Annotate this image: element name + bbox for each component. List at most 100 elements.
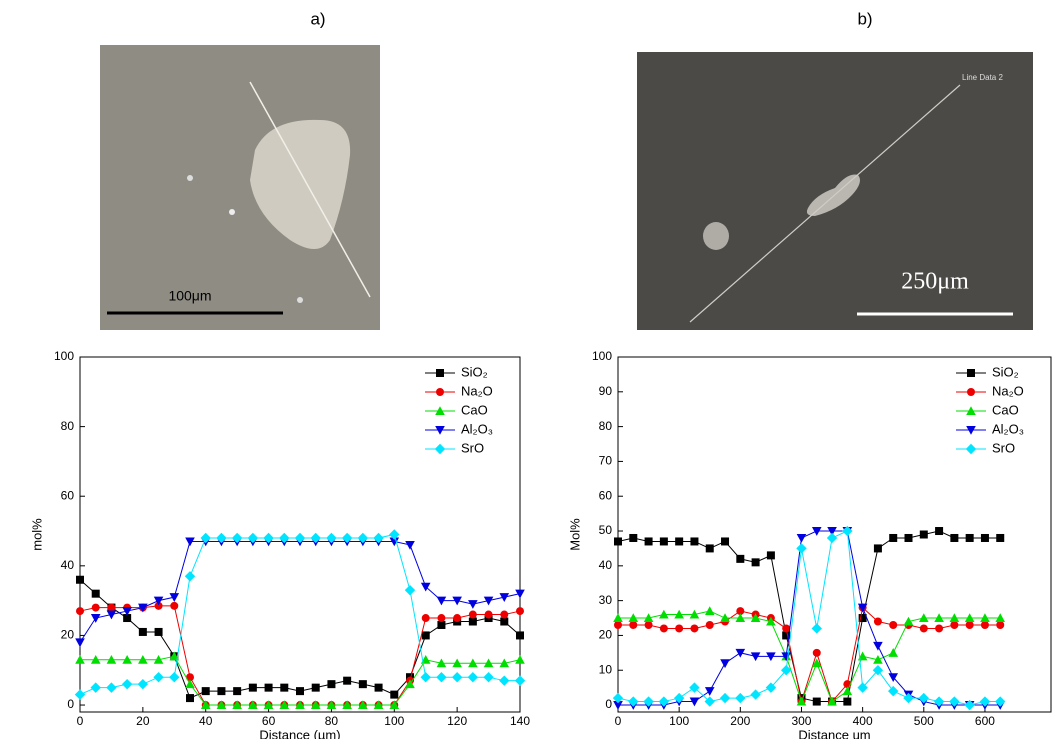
marker — [170, 602, 178, 610]
series-line — [618, 611, 1000, 701]
legend-marker — [435, 444, 445, 454]
x-tick-label: 300 — [791, 714, 811, 728]
legend-label: SiO₂ — [992, 364, 1019, 379]
marker — [996, 621, 1004, 629]
inclusion — [703, 222, 729, 250]
marker — [343, 677, 351, 685]
y-tick-label: 60 — [61, 488, 75, 502]
marker — [903, 693, 913, 703]
marker — [92, 604, 100, 612]
marker — [705, 606, 715, 615]
line-label: Line Data 2 — [962, 73, 1003, 82]
marker — [796, 543, 806, 553]
y-tick-label: 100 — [592, 349, 612, 363]
x-tick-label: 140 — [510, 714, 530, 728]
speck — [229, 209, 235, 215]
marker — [485, 611, 493, 619]
legend-marker — [967, 388, 975, 396]
marker — [905, 534, 913, 542]
marker — [767, 551, 775, 559]
y-axis-label: Mol% — [567, 518, 582, 551]
marker — [469, 618, 477, 626]
micrograph: Line Data 2 250μm — [637, 52, 1033, 330]
marker — [483, 672, 493, 682]
legend-label: SrO — [461, 440, 484, 455]
marker — [217, 687, 225, 695]
marker — [966, 621, 974, 629]
marker — [919, 693, 929, 703]
marker — [935, 527, 943, 535]
marker — [966, 534, 974, 542]
marker — [889, 534, 897, 542]
marker — [797, 534, 807, 543]
marker — [920, 531, 928, 539]
marker — [75, 638, 85, 647]
marker — [515, 675, 525, 685]
marker — [421, 672, 431, 682]
marker — [675, 537, 683, 545]
y-tick-label: 30 — [599, 593, 613, 607]
marker — [233, 687, 241, 695]
marker — [889, 621, 897, 629]
legend-label: SrO — [992, 440, 1015, 455]
x-tick-label: 500 — [914, 714, 934, 728]
marker — [706, 544, 714, 552]
marker — [629, 534, 637, 542]
legend-label: CaO — [461, 402, 488, 417]
marker — [91, 682, 101, 692]
speck — [187, 175, 193, 181]
marker — [920, 624, 928, 632]
marker — [405, 585, 415, 595]
legend-label: CaO — [992, 402, 1019, 417]
marker — [827, 533, 837, 543]
x-tick-label: 80 — [325, 714, 339, 728]
marker — [468, 672, 478, 682]
marker — [280, 684, 288, 692]
marker — [75, 689, 85, 699]
y-tick-label: 20 — [61, 628, 75, 642]
marker — [935, 624, 943, 632]
y-tick-label: 90 — [599, 384, 613, 398]
marker — [888, 686, 898, 696]
y-tick-label: 40 — [61, 558, 75, 572]
marker — [186, 694, 194, 702]
marker — [422, 614, 430, 622]
marker — [139, 628, 147, 636]
marker — [155, 628, 163, 636]
series-line — [80, 541, 520, 642]
marker — [107, 604, 115, 612]
legend-marker — [966, 444, 976, 454]
marker — [469, 611, 477, 619]
marker — [516, 631, 524, 639]
x-tick-label: 0 — [77, 714, 84, 728]
marker — [874, 544, 882, 552]
marker — [91, 614, 101, 623]
marker — [422, 631, 430, 639]
marker — [468, 600, 478, 609]
marker — [265, 684, 273, 692]
marker — [296, 687, 304, 695]
marker — [950, 621, 958, 629]
marker — [813, 649, 821, 657]
x-tick-label: 100 — [669, 714, 689, 728]
marker — [327, 680, 335, 688]
marker — [500, 618, 508, 626]
marker — [736, 555, 744, 563]
marker — [405, 541, 415, 550]
marker — [843, 698, 851, 706]
marker — [996, 534, 1004, 542]
x-tick-label: 200 — [730, 714, 750, 728]
marker — [705, 687, 715, 696]
x-tick-label: 60 — [262, 714, 276, 728]
y-tick-label: 60 — [599, 488, 613, 502]
legend-label: Na₂O — [461, 383, 493, 398]
marker — [375, 684, 383, 692]
marker — [950, 534, 958, 542]
y-tick-label: 70 — [599, 454, 613, 468]
marker — [499, 675, 509, 685]
marker — [720, 693, 730, 703]
marker — [888, 648, 898, 657]
marker — [645, 621, 653, 629]
panel-label: b) — [857, 9, 872, 28]
legend-label: Na₂O — [992, 383, 1024, 398]
